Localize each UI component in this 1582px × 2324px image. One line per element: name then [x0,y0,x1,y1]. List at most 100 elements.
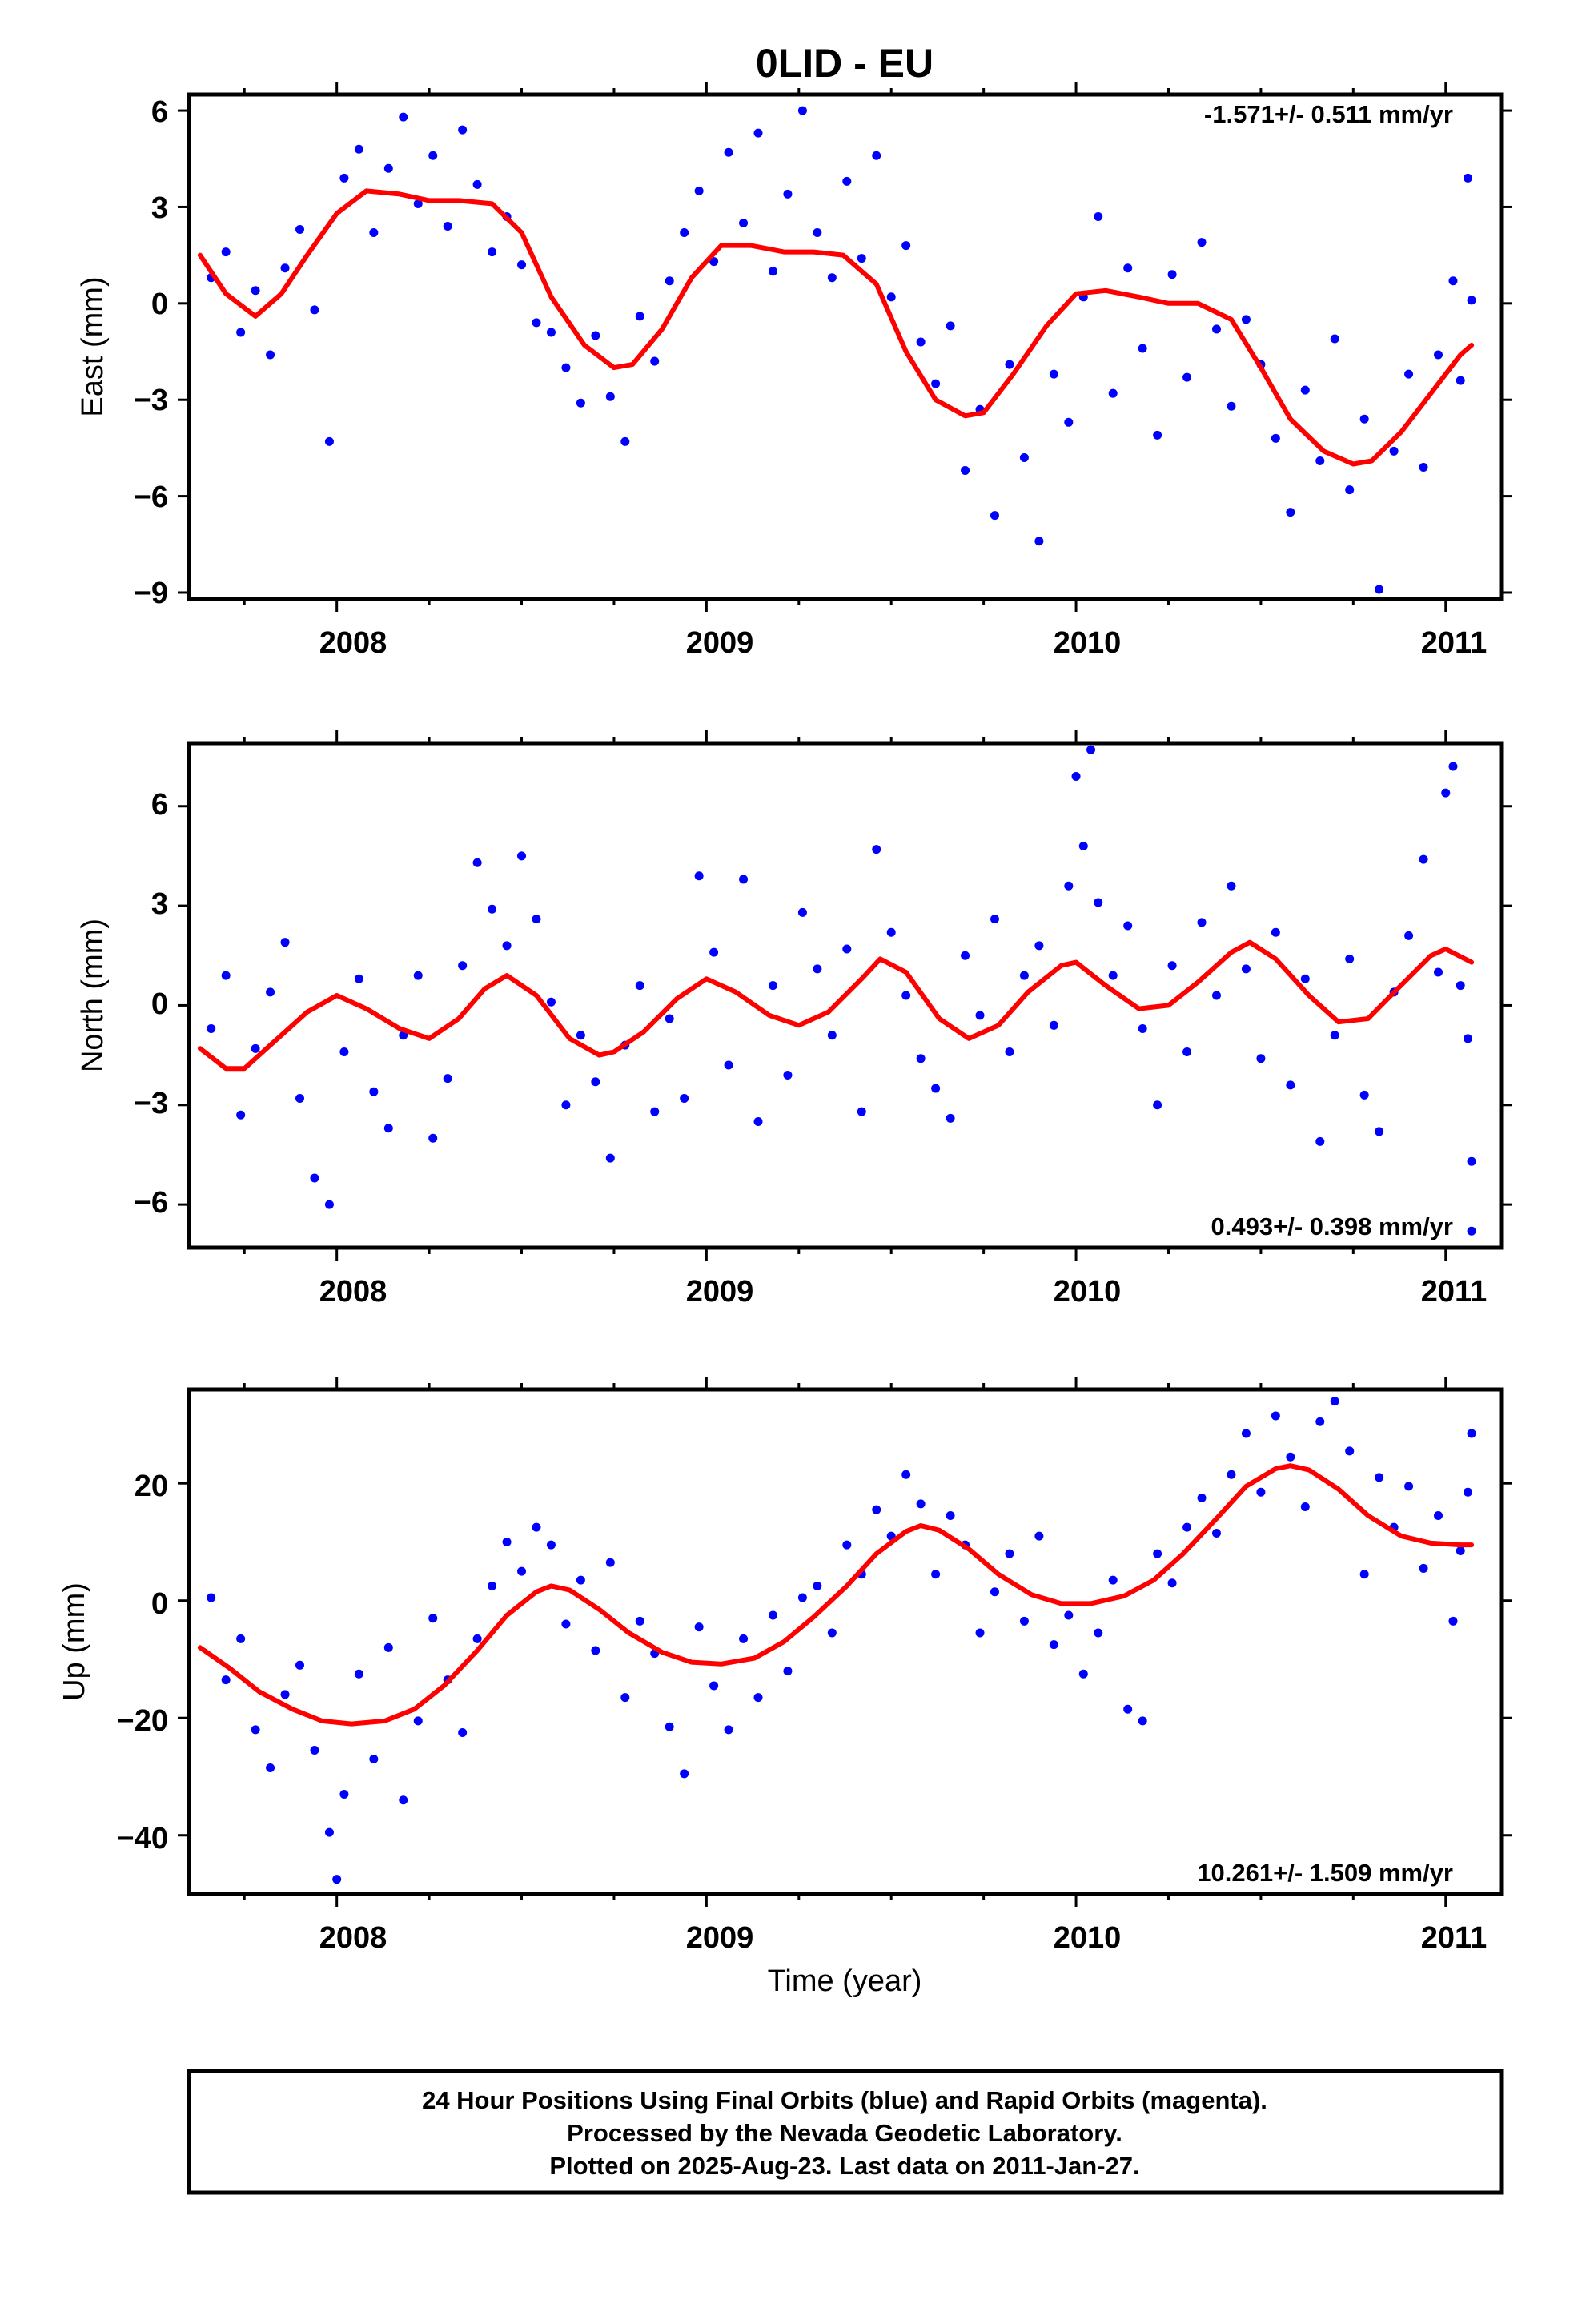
panel-up-data-point [1467,1429,1476,1438]
panel-north-xticks: 2008 2009 2010 2011 [319,1275,1488,1309]
panel-north-data-point [931,1084,941,1093]
panel-up-data-point [1108,1575,1118,1585]
panel-east-rate-label: -1.571+/- 0.511 mm/yr [1204,100,1453,128]
panel-east-data-point [458,125,468,135]
panel-north-data-point [1359,1090,1369,1100]
panel-north-data-point [1463,1034,1472,1043]
panel-east-data-point [635,312,644,321]
panel-up-data-point [428,1614,438,1623]
panel-north-data-point [488,904,497,914]
panel-up-data-point [383,1642,393,1652]
panel-up-data-point [753,1693,763,1703]
panel-east-fit-curve [197,188,1475,467]
panel-east-data-point [768,267,777,276]
panel-north-yticks: 6 3 0 −3 −6 [134,788,168,1220]
panel-up: Up (mm) 10.261+/- 1.509 mm/yr 20 0 −20 −… [58,1377,1512,1955]
panel-east-ytick-label: −6 [134,480,168,514]
panel-east-data-point [694,186,704,195]
panel-north-fit-curve [197,939,1475,1072]
panel-east-data-point [1315,456,1325,465]
footer-line-2: Processed by the Nevada Geodetic Laborat… [567,2119,1122,2147]
panel-up-xticks: 2008 2009 2010 2011 [319,1921,1488,1955]
panel-up-data-point [709,1681,719,1691]
panel-north-data-point [1227,881,1236,891]
panel-north-data-point [576,1031,585,1040]
panel-up-fit-curve [197,1463,1475,1727]
panel-east-data-point [1182,372,1192,382]
panel-up-data-point [1019,1616,1029,1626]
panel-north-data-point [665,1014,674,1023]
panel-north-data-point [1441,788,1451,798]
panel-up-data-point [561,1619,571,1629]
panel-east-data-point [472,179,482,189]
footer-line-3: Plotted on 2025-Aug-23. Last data on 201… [549,2152,1139,2180]
panel-up-xtick-label: 2008 [319,1921,387,1955]
panel-east-xtick-label: 2009 [686,626,754,660]
panel-east-data-point [990,511,999,521]
panel-east-data-point [916,337,926,347]
panel-up-data-point [207,1593,216,1602]
panel-east-data-point [1138,344,1147,353]
panel-up-data-point [931,1570,941,1579]
panel-north-data-point [1049,1020,1058,1030]
panel-up-data-point [605,1558,615,1567]
panel-north-data-point [1019,971,1029,980]
panel-up-ytick-label: 0 [151,1587,168,1621]
panel-up-data-point [620,1693,630,1703]
panel-north-ytick-label: 3 [151,887,168,921]
panel-up-data-point [783,1667,793,1676]
panel-north-data-point [1167,961,1177,971]
panel-east-data-point [1389,446,1399,456]
panel-north-data-point [1300,974,1310,983]
panel-up-data-point [266,1763,275,1772]
panel-east-data-point [576,398,585,408]
panel-east-data-point [1375,585,1384,594]
panel-north-marks [178,730,1512,1261]
panel-up-data-point [1456,1546,1465,1555]
panel-north-data-point [295,1093,305,1103]
panel-north-data-point [1404,931,1414,940]
panel-east-data-point [413,199,423,208]
panel-north-data-point [413,971,423,980]
panel-north-data-point [532,915,541,924]
chart-title: 0LID - EU [756,41,934,86]
panel-east-xtick-label: 2008 [319,626,387,660]
panel-north-data-point [768,981,777,991]
panel-up-data-point [1419,1563,1428,1573]
x-axis-label: Time (year) [768,1964,922,1998]
panel-north-data-point [1434,967,1443,977]
panel-north-data-point [1071,771,1081,781]
panel-up-data-point [339,1789,349,1799]
panel-east-data-point [886,292,896,302]
panel-east-data-point [1456,376,1465,385]
panel-east-data-point [1463,173,1472,183]
panel-east-data-point [753,128,763,138]
panel-up-data-point [1404,1482,1414,1491]
panel-north-data-point [1034,941,1044,951]
panel-north-data-point [635,981,644,991]
panel-north-ytick-label: 0 [151,987,168,1021]
panel-north-data-point [680,1093,689,1103]
panel-north-data-point [443,1074,452,1084]
panel-east-data-point [339,173,349,183]
panel-north-data-point [428,1133,438,1143]
panel-east-data-point [680,228,689,238]
panel-north-data-point [1153,1100,1162,1110]
panel-up-data-point [1064,1610,1074,1620]
panel-east-data-point [1271,433,1280,443]
panel-east-data-point [1467,296,1476,305]
panel-east-data-point [1419,462,1428,472]
panel-east-data-point [1094,211,1103,221]
panel-north-data-point [1467,1226,1476,1236]
panel-east-ytick-label: −9 [134,577,168,610]
panel-up-data-point [1227,1470,1236,1479]
panel-east-data-point [1123,263,1133,273]
panel-east-data-point [961,465,970,475]
panel-north-data-point [1197,918,1207,927]
panel-up-data-point [1330,1397,1339,1406]
panel-up-data-point [488,1581,497,1590]
panel-north-data-point [783,1070,793,1080]
panel-east-data-point [1153,430,1162,440]
footer-box: 24 Hour Positions Using Final Orbits (bl… [187,2069,1504,2195]
panel-north-ytick-label: 6 [151,788,168,822]
